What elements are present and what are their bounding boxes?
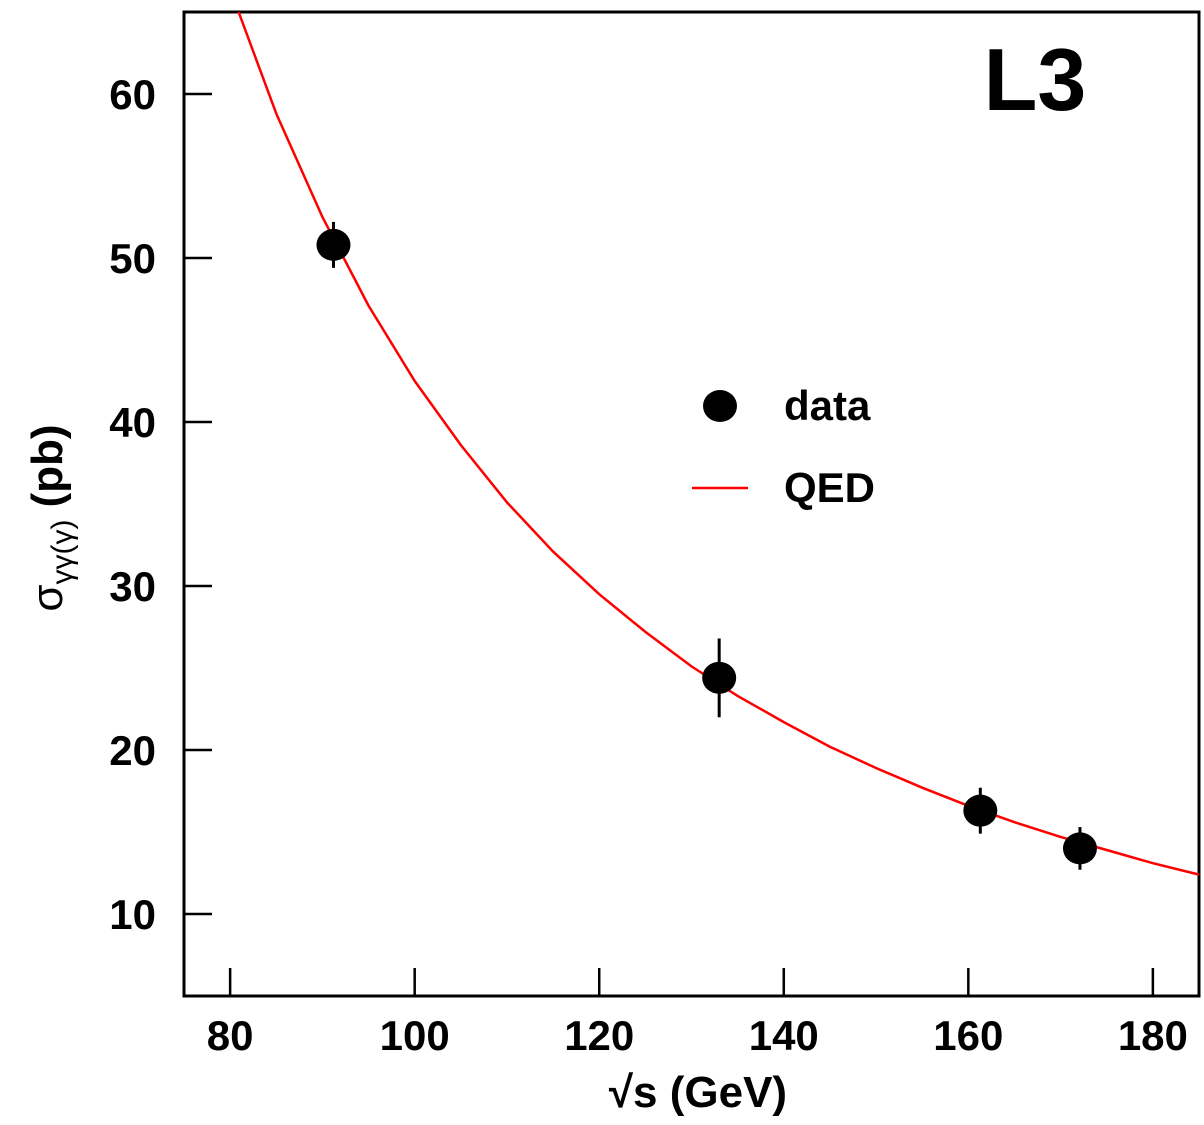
data-point xyxy=(1062,832,1097,865)
legend-data-label: data xyxy=(784,382,871,429)
x-tick-label: 120 xyxy=(564,1012,634,1059)
x-tick-label: 180 xyxy=(1118,1012,1188,1059)
x-tick-label: 160 xyxy=(933,1012,1003,1059)
legend: data QED xyxy=(692,382,875,511)
data-point xyxy=(963,794,998,827)
y-axis-label-main: σ xyxy=(23,584,72,611)
legend-qed-label: QED xyxy=(784,464,875,511)
y-tick-label: 50 xyxy=(109,235,156,282)
data-points-group xyxy=(316,221,1097,870)
y-tick-label: 30 xyxy=(109,563,156,610)
y-axis-label-subscript: γγ(γ) xyxy=(46,519,79,584)
x-axis-label: √s (GeV) xyxy=(609,1068,787,1117)
legend-data-marker xyxy=(703,390,737,422)
y-axis-label: σγγ(γ) (pb) xyxy=(23,424,79,611)
y-tick-label: 20 xyxy=(109,727,156,774)
y-axis-label-unit: (pb) xyxy=(23,424,72,507)
axis-ticks: 80 100 120 140 160 180 10 20 30 40 50 60 xyxy=(109,71,1188,1059)
y-tick-label: 10 xyxy=(109,891,156,938)
x-tick-label: 80 xyxy=(207,1012,254,1059)
x-tick-label: 100 xyxy=(380,1012,450,1059)
y-tick-label: 40 xyxy=(109,399,156,446)
x-tick-label: 140 xyxy=(749,1012,819,1059)
experiment-label: L3 xyxy=(984,30,1087,129)
plot-frame xyxy=(182,10,1201,998)
y-tick-label: 60 xyxy=(109,71,156,118)
data-point xyxy=(702,661,737,694)
qed-curve xyxy=(237,12,1199,876)
qed-curve-group xyxy=(237,12,1199,876)
data-point xyxy=(316,228,351,261)
